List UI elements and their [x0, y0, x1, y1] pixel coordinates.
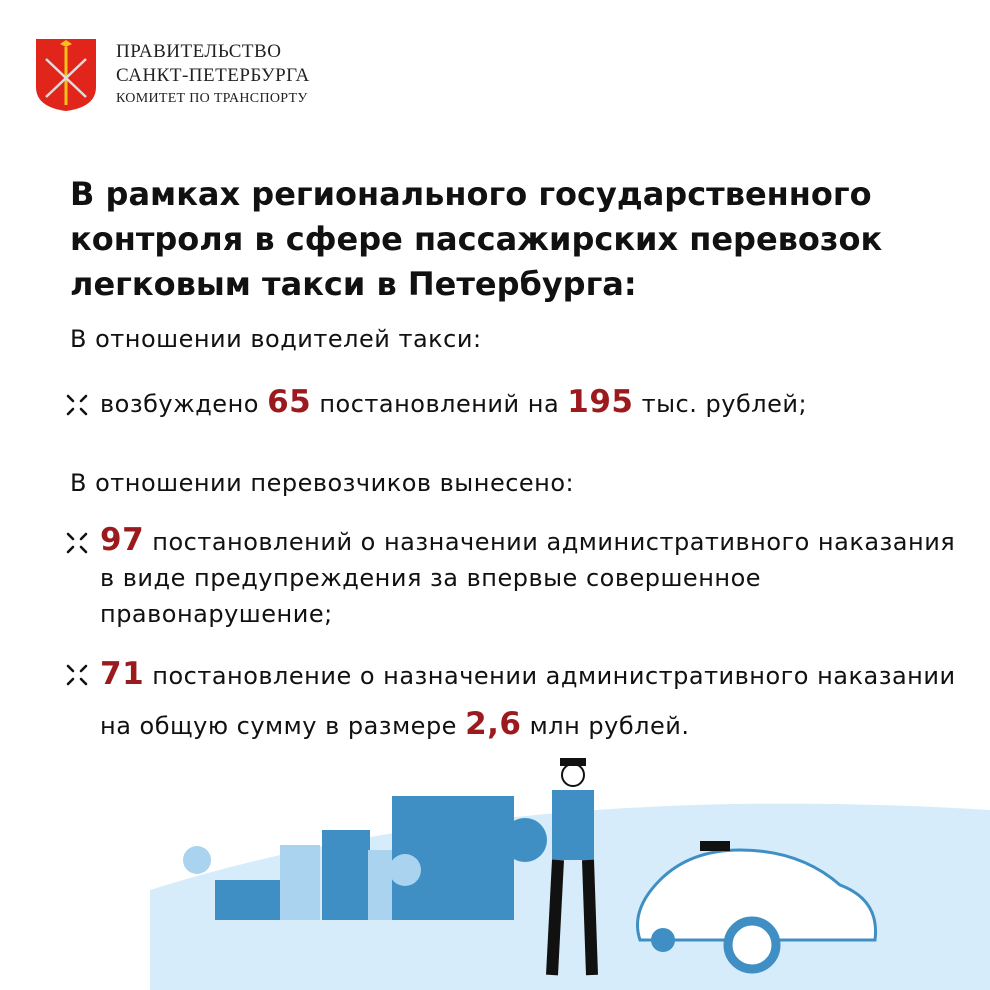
coat-of-arms-logo: [36, 39, 96, 111]
list-item: 97 постановлений о назначении администра…: [66, 522, 966, 632]
bullet-icon: [66, 664, 88, 686]
list-item: возбуждено 65 постановлений на 195 тыс. …: [66, 384, 807, 422]
item-text: постановлений о назначении административ…: [100, 528, 956, 628]
item-text: тыс. рублей;: [633, 390, 808, 418]
bullet-icon: [66, 532, 88, 554]
bullet-icon: [66, 394, 88, 416]
page-title: В рамках регионального государственного …: [70, 175, 883, 303]
value-number: 65: [267, 384, 312, 420]
org-line-2: САНКТ-ПЕТЕРБУРГА: [116, 65, 310, 86]
list-item: 71 постановление о назначении администра…: [66, 650, 976, 750]
value-number: 71: [100, 656, 145, 692]
item-text: возбуждено: [100, 390, 268, 418]
section-heading-carriers: В отношении перевозчиков вынесено:: [70, 469, 575, 497]
organization-name: ПРАВИТЕЛЬСТВО САНКТ-ПЕТЕРБУРГА КОМИТЕТ П…: [116, 40, 310, 110]
value-amount: 2,6: [465, 706, 522, 742]
city-taxi-illustration: [150, 758, 990, 990]
org-line-1: ПРАВИТЕЛЬСТВО: [116, 41, 282, 62]
value-amount: 195: [567, 384, 634, 420]
section-heading-drivers: В отношении водителей такси:: [70, 325, 482, 353]
org-line-3: КОМИТЕТ ПО ТРАНСПОРТУ: [116, 91, 308, 106]
value-number: 97: [100, 522, 145, 558]
item-text: постановлений на: [311, 390, 568, 418]
item-text: млн рублей.: [521, 712, 690, 740]
item-text: постановление о назначении административ…: [100, 662, 956, 740]
